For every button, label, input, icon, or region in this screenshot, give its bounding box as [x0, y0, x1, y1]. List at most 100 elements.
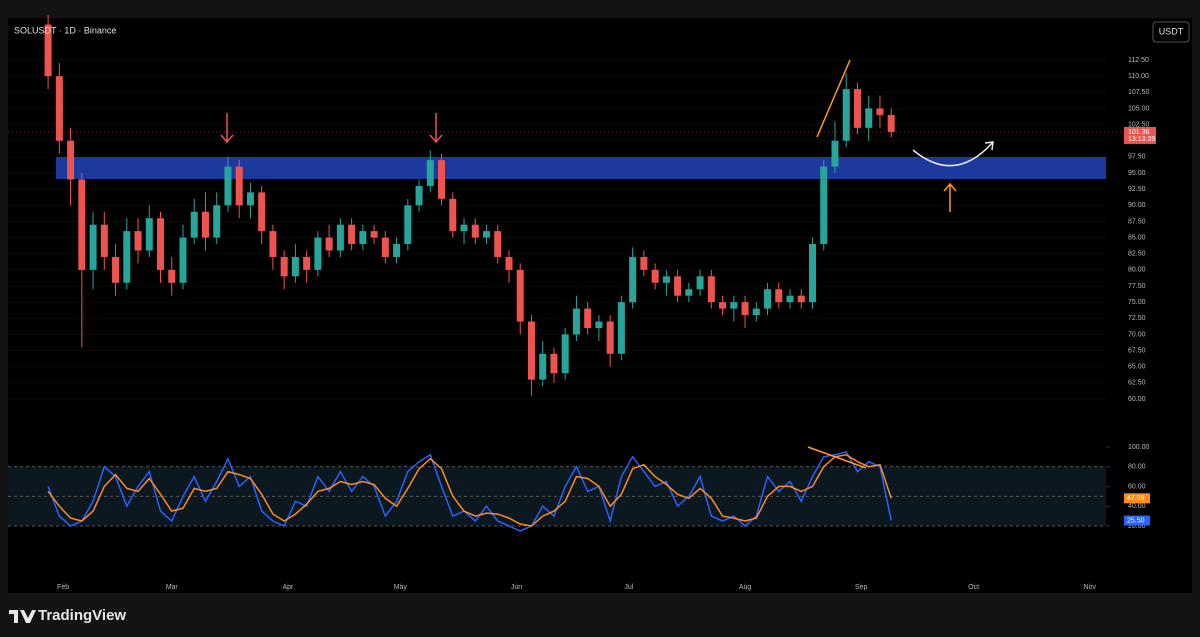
x-tick-label: May	[394, 584, 408, 591]
candle-body	[89, 224, 97, 270]
candle-body	[820, 166, 828, 245]
candle-body	[213, 205, 221, 238]
candle-body	[719, 302, 727, 309]
candle-body	[887, 114, 895, 132]
candle-body	[651, 269, 659, 283]
y-tick-label: 107.50	[1128, 89, 1150, 96]
candle-body	[224, 166, 232, 206]
candle-body	[572, 308, 580, 335]
red-arrow	[220, 113, 234, 144]
candle-body	[775, 289, 783, 303]
candle-body	[505, 256, 513, 270]
y-tick-label: 90.00	[1128, 202, 1146, 209]
value-tag-label: 25.50	[1127, 517, 1145, 524]
countdown: 13:13:39	[1128, 136, 1155, 143]
brand-icon	[9, 610, 36, 623]
stoch-line	[47, 451, 892, 532]
plot-layer: 60.00 62.50 65.00 67.50 70.00 72.50 75.00 77.50…	[8, 14, 1156, 591]
candle-body	[539, 353, 547, 380]
candle-body	[246, 192, 254, 206]
y-tick-label: 112.50	[1128, 57, 1149, 64]
candle-body	[280, 256, 288, 277]
candle-body	[764, 289, 772, 309]
candle-body	[145, 218, 153, 251]
y-tick-label: 102.50	[1128, 121, 1150, 128]
candle-body	[179, 237, 187, 283]
last-price-label: 101.36	[1128, 129, 1150, 136]
x-tick-label: Sep	[855, 584, 868, 591]
x-tick-label: Nov	[1084, 584, 1097, 591]
candle-body	[741, 302, 749, 316]
x-tick-label: Mar	[166, 584, 179, 591]
candle-body	[55, 76, 63, 141]
y-tick-label: 62.50	[1128, 380, 1146, 387]
y-tick-label: 60.00	[1128, 483, 1146, 490]
candle-body	[730, 302, 738, 309]
candle-body	[617, 302, 625, 354]
x-tick-label: Jul	[624, 584, 633, 591]
candle-body	[842, 89, 850, 141]
candle-body	[235, 166, 243, 206]
y-tick-label: 92.50	[1128, 186, 1146, 193]
candle-body	[707, 276, 715, 303]
orange-arrow	[943, 182, 957, 212]
candle-body	[359, 231, 367, 245]
candle-body	[78, 179, 86, 270]
stoch-line	[47, 454, 892, 527]
candle-body	[449, 198, 457, 232]
candle-body	[190, 211, 198, 238]
candle-body	[662, 276, 670, 283]
candle-body	[291, 256, 299, 277]
candle-body	[303, 256, 311, 270]
last-price-tag	[1124, 126, 1156, 144]
candle-body	[629, 256, 637, 303]
currency-button[interactable]	[1152, 21, 1190, 43]
y-tick-label: 80.00	[1128, 267, 1146, 274]
x-tick-label: Oct	[968, 584, 979, 591]
candle-body	[584, 308, 592, 328]
red-arrow	[429, 113, 443, 144]
candle-body	[201, 211, 209, 238]
y-tick-label: 20.00	[1128, 523, 1146, 530]
candle-body	[415, 185, 423, 206]
y-tick-label: 105.00	[1128, 105, 1150, 112]
candle-body	[696, 276, 704, 290]
currency-label[interactable]: USDT	[1159, 26, 1184, 36]
candle-body	[325, 237, 333, 251]
divergence-line	[807, 446, 867, 469]
candle-body	[157, 218, 165, 270]
candle-body	[404, 205, 412, 245]
candle-body	[831, 140, 839, 167]
trend-line	[816, 59, 851, 138]
candle-body	[168, 269, 176, 283]
y-tick-label: 97.50	[1128, 154, 1146, 161]
candle-body	[876, 108, 884, 115]
candle-body	[123, 231, 131, 283]
candle-body	[809, 244, 817, 303]
candle-body	[550, 353, 558, 374]
candle-body	[393, 244, 401, 257]
brand-name: TradingView	[38, 607, 126, 624]
candle-body	[752, 308, 760, 316]
candle-body	[595, 321, 603, 328]
y-tick-label: 60.00	[1128, 396, 1146, 403]
candle-body	[786, 295, 794, 303]
y-tick-label: 110.00	[1128, 73, 1149, 80]
y-tick-label: 65.00	[1128, 364, 1146, 371]
y-tick-label: 72.50	[1128, 315, 1146, 322]
candle-body	[370, 231, 378, 238]
candle-body	[112, 256, 120, 283]
value-tag-label: 47.99	[1127, 495, 1145, 502]
candle-body	[865, 108, 873, 128]
candle-body	[438, 160, 446, 199]
value-tag	[1124, 515, 1150, 526]
y-tick-label: 87.50	[1128, 218, 1146, 225]
candle-body	[527, 321, 535, 380]
x-tick-label: Apr	[282, 584, 294, 591]
candle-body	[685, 289, 693, 296]
background-layer	[8, 59, 1110, 586]
candle-body	[426, 160, 434, 186]
candle-body	[853, 89, 861, 128]
candle-body	[269, 231, 277, 257]
